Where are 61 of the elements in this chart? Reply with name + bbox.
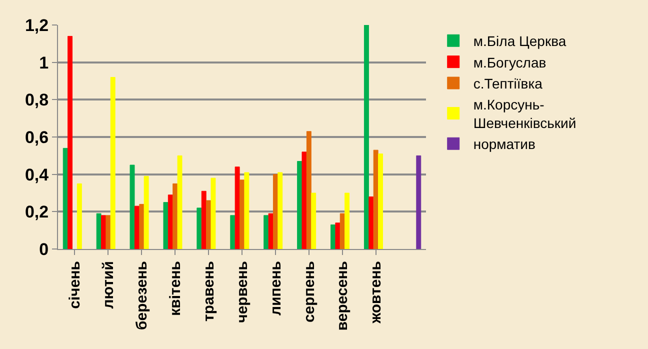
- bar: [416, 155, 422, 249]
- bar: [368, 196, 374, 249]
- x-tick-label: липень: [267, 261, 284, 316]
- bar: [264, 215, 269, 249]
- x-tick-label: березень: [134, 261, 151, 330]
- y-tick-label: 0,8: [24, 90, 49, 110]
- legend-label: норматив: [473, 136, 536, 152]
- bar: [268, 213, 274, 249]
- bar: [330, 224, 336, 249]
- bar: [311, 192, 316, 249]
- bar: [68, 36, 73, 249]
- bar: [230, 215, 236, 249]
- bar: [297, 161, 302, 249]
- bar: [378, 154, 383, 249]
- y-tick-label: 1,2: [24, 16, 49, 35]
- bar: [373, 150, 378, 249]
- bar: [234, 166, 240, 249]
- x-tick-label: червень: [234, 261, 251, 323]
- bar: [134, 206, 140, 249]
- bar: [163, 202, 168, 249]
- y-tick-label: 0,4: [24, 165, 50, 184]
- bar: [106, 215, 111, 249]
- bar: [306, 131, 312, 249]
- x-tick-label: січень: [66, 261, 84, 309]
- bar: [172, 183, 178, 249]
- x-tick-label: жовтень: [368, 261, 385, 324]
- bar: [344, 192, 350, 249]
- bar: [206, 200, 212, 249]
- bar: [335, 222, 340, 249]
- legend-label: м.Біла Церква: [473, 33, 566, 50]
- bar: [272, 174, 278, 249]
- x-tick-label: квітень: [166, 261, 184, 316]
- bar: [244, 172, 250, 249]
- bar: [110, 77, 116, 249]
- bar: [278, 172, 283, 249]
- bar: [177, 155, 182, 249]
- x-tick-label: вересень: [334, 261, 352, 331]
- y-tick-label: 1: [39, 53, 49, 72]
- x-tick-label: травень: [200, 261, 218, 322]
- bar: [139, 204, 144, 249]
- bar: [144, 176, 149, 249]
- bar: [340, 213, 345, 249]
- x-tick-label: лютий: [100, 261, 118, 309]
- bar: [96, 213, 102, 249]
- bar: [210, 178, 216, 249]
- bar: [196, 208, 202, 249]
- bar: [302, 152, 307, 249]
- bar: [364, 25, 369, 249]
- legend-label: м.Богуслав: [473, 54, 546, 70]
- legend-label: с.Тептіївка: [473, 75, 543, 92]
- bar: [62, 148, 68, 249]
- bar: [130, 164, 135, 249]
- bar: [101, 215, 106, 249]
- y-tick-label: 0: [39, 240, 49, 259]
- bar: [240, 180, 244, 249]
- y-tick-label: 0,6: [24, 128, 49, 147]
- bar: [201, 190, 206, 249]
- bar: [76, 183, 82, 249]
- x-tick-label: серпень: [300, 261, 318, 323]
- bar: [168, 194, 173, 249]
- y-tick-label: 0,2: [24, 202, 49, 222]
